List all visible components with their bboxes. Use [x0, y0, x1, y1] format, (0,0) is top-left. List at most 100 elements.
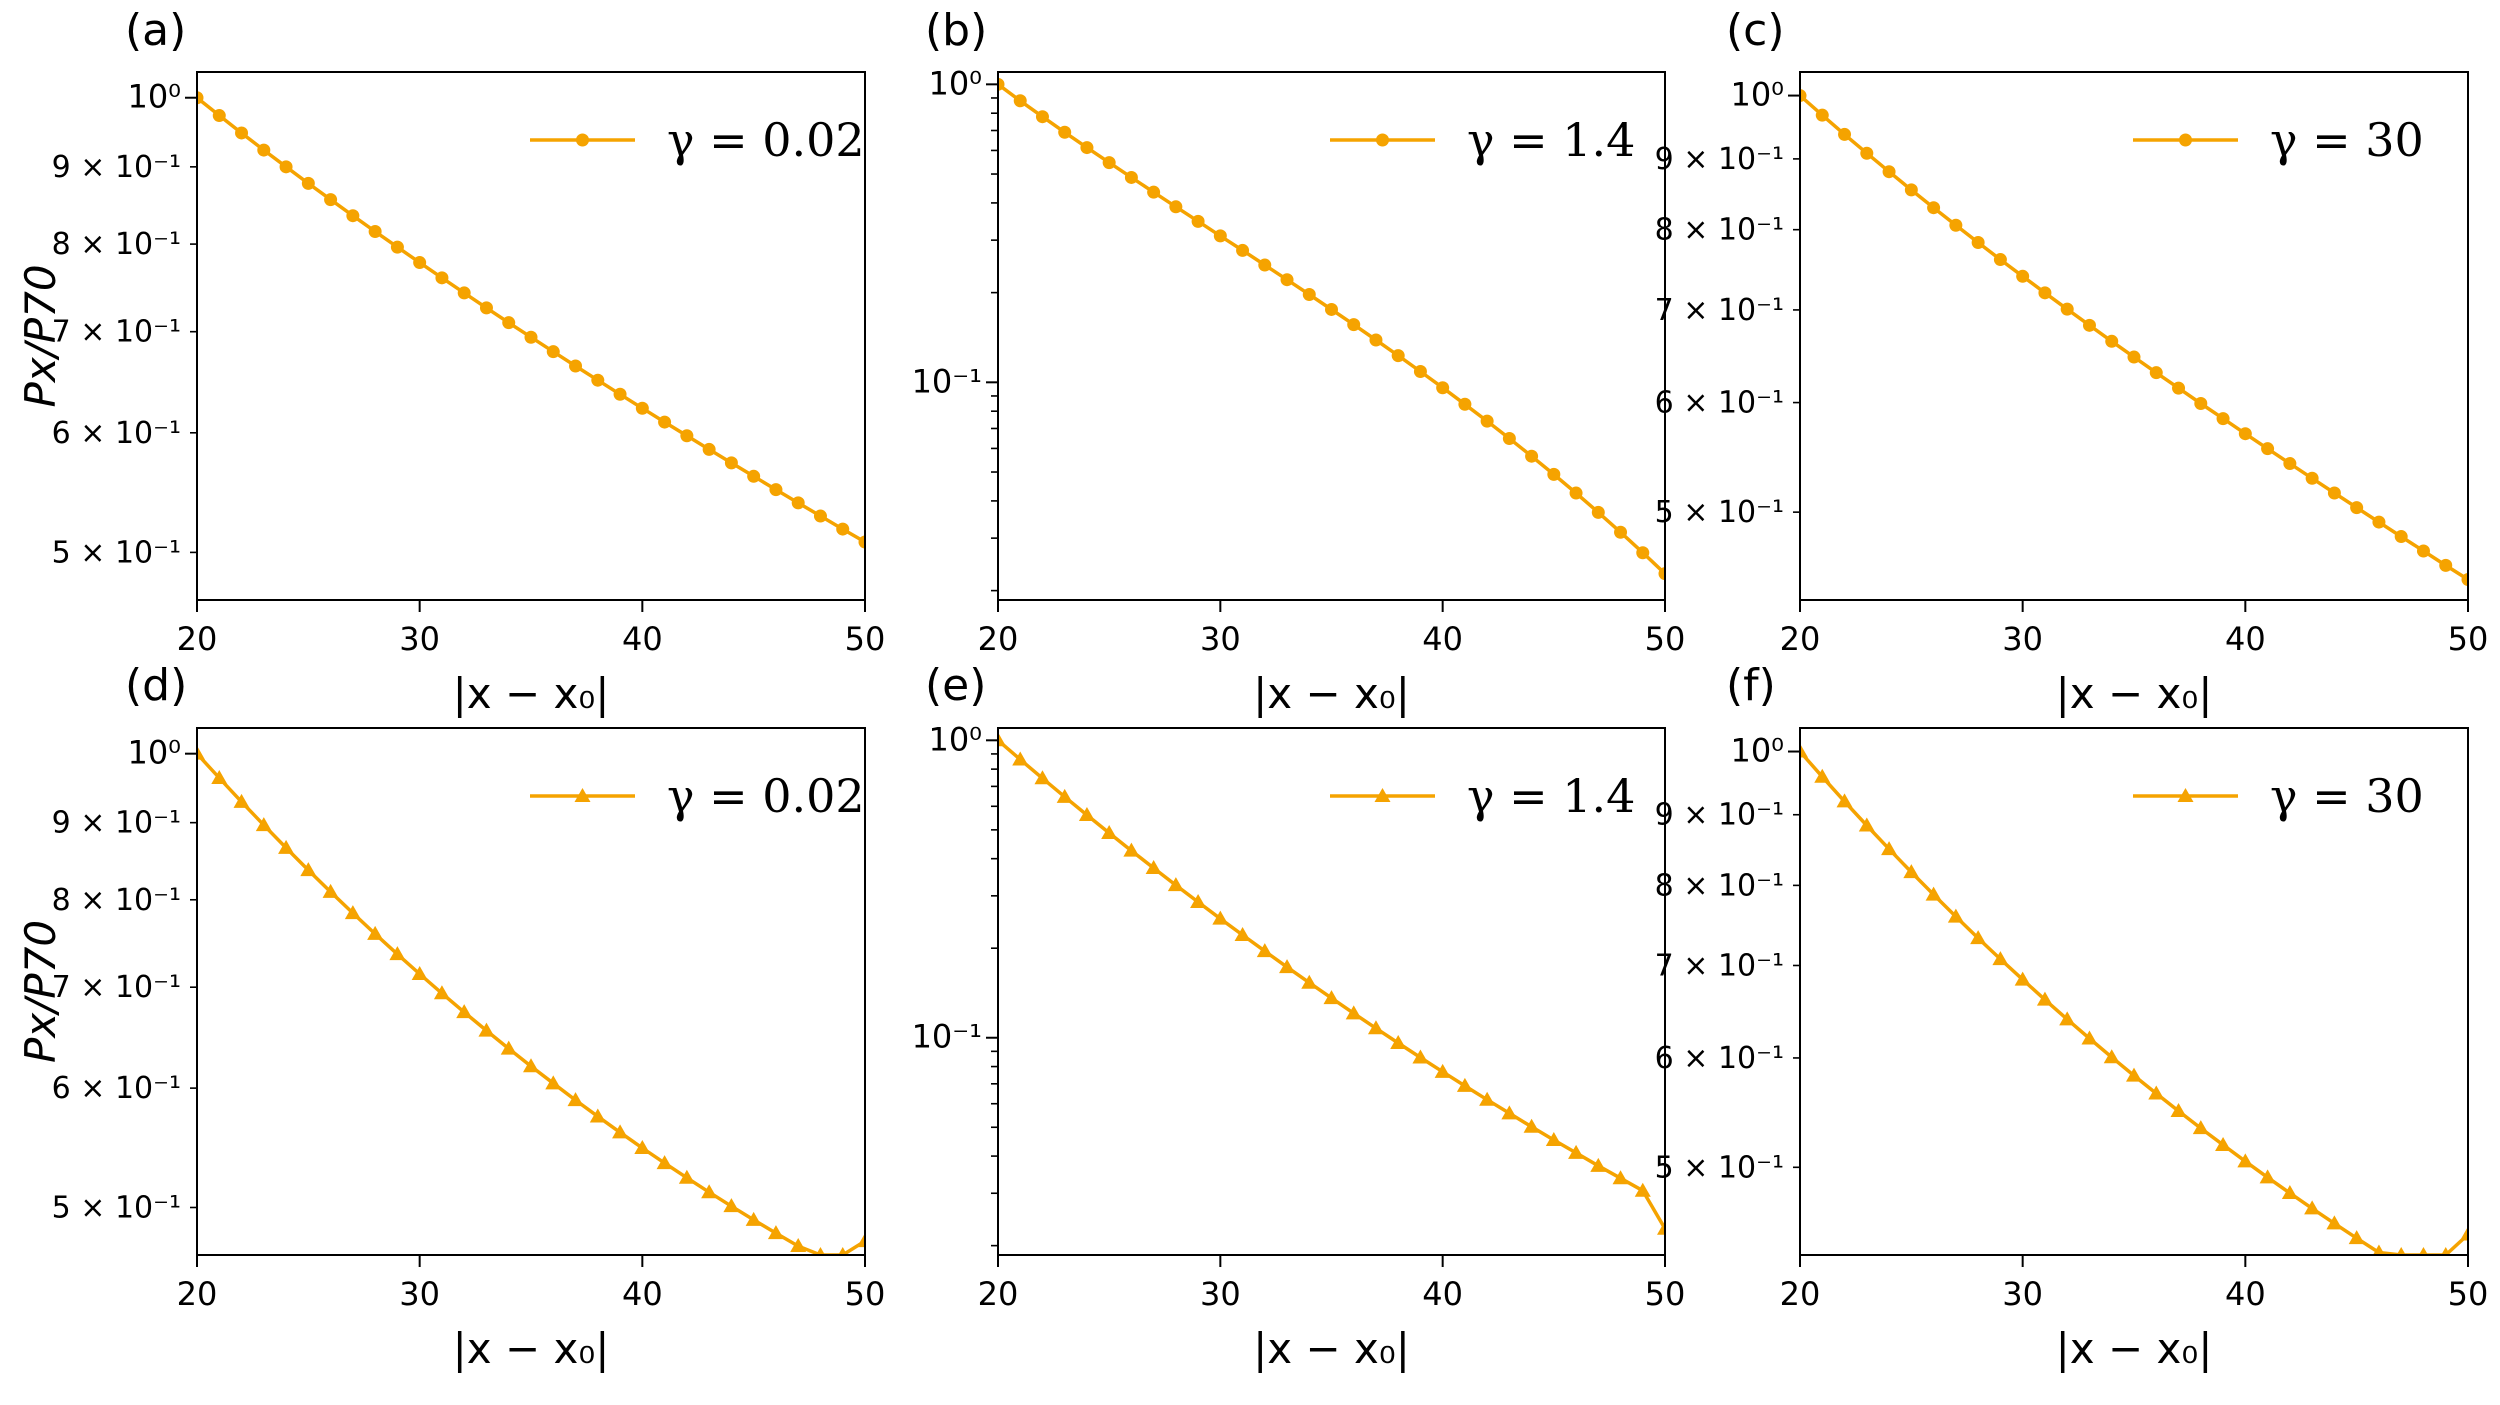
- legend-label: γ = 1.4: [1467, 769, 1635, 823]
- data-point: [1612, 1170, 1629, 1185]
- data-point: [2441, 1247, 2451, 1255]
- legend-marker: [576, 133, 589, 147]
- x-axis-label: |x − x₀|: [2056, 669, 2213, 718]
- data-point: [2348, 1230, 2365, 1245]
- data-point: [1101, 824, 1118, 839]
- data-point: [211, 770, 228, 785]
- x-tick-label: 40: [1422, 1275, 1463, 1313]
- data-point: [233, 793, 250, 808]
- data-point: [702, 442, 716, 456]
- data-point: [658, 415, 672, 429]
- y-tick-label: 7 × 10⁻¹: [52, 315, 181, 350]
- data-point: [1434, 1063, 1451, 1078]
- x-axis-label: |x − x₀|: [453, 1324, 610, 1373]
- data-point: [456, 1004, 473, 1019]
- data-point: [2283, 457, 2297, 471]
- x-tick-label: 20: [177, 1275, 218, 1313]
- data-point: [2036, 991, 2053, 1006]
- data-point: [2418, 1247, 2429, 1255]
- series-group: [197, 91, 865, 549]
- data-point: [368, 225, 382, 239]
- plot-frame: [997, 71, 1666, 601]
- data-point: [197, 745, 205, 760]
- data-point: [1412, 1049, 1429, 1064]
- data-point: [1992, 951, 2009, 966]
- data-point: [545, 1075, 562, 1090]
- y-tick-label: 10⁰: [1730, 732, 1784, 770]
- data-point: [2304, 1200, 2321, 1215]
- x-tick-label: 30: [399, 1275, 440, 1313]
- y-tick-label: 10⁻¹: [912, 362, 982, 400]
- data-point: [998, 77, 1005, 91]
- panel-letter: (d): [125, 660, 187, 711]
- y-tick-label: 9 × 10⁻¹: [1655, 142, 1784, 177]
- data-point: [1236, 243, 1250, 257]
- y-tick-label: 10⁰: [127, 734, 181, 772]
- x-tick-label: 50: [845, 620, 886, 658]
- data-point: [2127, 350, 2141, 364]
- data-point: [1547, 467, 1561, 481]
- data-point: [1369, 333, 1383, 347]
- data-point: [1591, 505, 1605, 519]
- y-tick-label: 8 × 10⁻¹: [1655, 213, 1784, 248]
- y-tick-label: 9 × 10⁻¹: [1655, 798, 1784, 833]
- panel-letter: (e): [925, 660, 986, 711]
- data-point: [279, 160, 293, 174]
- data-point: [1256, 943, 1273, 958]
- y-tick-label: 6 × 10⁻¹: [1655, 386, 1784, 421]
- panel-b: 10⁰ 10⁻¹ 20 30 40 50 γ = 1.4 |x − x₀| (b): [912, 5, 1686, 718]
- data-point: [344, 905, 361, 920]
- data-point: [1545, 1132, 1562, 1147]
- x-tick-label: 40: [2225, 620, 2266, 658]
- data-point: [1056, 788, 1073, 803]
- x-tick-label: 30: [2002, 1275, 2043, 1313]
- y-axis-label: Px/P70: [16, 920, 65, 1063]
- panel-a: 10⁰ 9 × 10⁻¹ 8 × 10⁻¹ 7 × 10⁻¹ 6 × 10⁻¹ 5 × 1…: [16, 5, 885, 718]
- data-point: [769, 483, 783, 497]
- data-point: [1345, 1005, 1362, 1020]
- data-point: [1904, 183, 1918, 197]
- x-tick-label: 20: [978, 1275, 1019, 1313]
- x-tick-label: 20: [1780, 620, 1821, 658]
- data-point: [569, 359, 583, 373]
- plot-frame: [196, 727, 866, 1256]
- data-point: [635, 401, 649, 415]
- x-tick-label: 50: [845, 1275, 886, 1313]
- data-point: [1836, 793, 1853, 808]
- data-point: [390, 240, 404, 254]
- y-tick-label: 5 × 10⁻¹: [1655, 1150, 1784, 1185]
- data-point: [1800, 89, 1807, 103]
- y-tick-label: 7 × 10⁻¹: [1655, 948, 1784, 983]
- y-tick-label: 8 × 10⁻¹: [52, 227, 181, 262]
- data-point: [634, 1139, 651, 1154]
- y-tick-label: 10⁰: [928, 64, 982, 102]
- x-tick-label: 40: [2225, 1275, 2266, 1313]
- data-point: [2149, 366, 2163, 380]
- panel-letter: (f): [1726, 660, 1776, 711]
- y-tick-label: 6 × 10⁻¹: [1655, 1041, 1784, 1076]
- data-point: [2326, 1215, 2343, 1230]
- legend-marker: [2177, 788, 2194, 802]
- y-tick-label: 10⁰: [127, 78, 181, 116]
- data-point: [1279, 959, 1296, 974]
- data-point: [1080, 141, 1094, 155]
- data-point: [1436, 381, 1450, 395]
- data-point: [680, 429, 694, 443]
- x-tick-label: 50: [2448, 620, 2489, 658]
- data-point: [678, 1169, 695, 1184]
- data-point: [479, 301, 493, 315]
- series-group: [998, 732, 1665, 1235]
- x-tick-label: 30: [1200, 1275, 1241, 1313]
- y-tick-label: 9 × 10⁻¹: [52, 806, 181, 841]
- data-point: [1367, 1020, 1384, 1035]
- panel-d: 10⁰ 9 × 10⁻¹ 8 × 10⁻¹ 7 × 10⁻¹ 6 × 10⁻¹ 5 × 1…: [16, 660, 885, 1373]
- y-tick-label: 7 × 10⁻¹: [1655, 293, 1784, 328]
- data-point: [2103, 1049, 2120, 1064]
- data-point: [2305, 471, 2319, 485]
- data-point: [1190, 894, 1207, 909]
- data-point: [1123, 842, 1140, 857]
- data-point: [212, 109, 226, 123]
- data-point: [2126, 1067, 2142, 1082]
- data-point: [301, 176, 315, 190]
- series-line: [1800, 750, 2468, 1255]
